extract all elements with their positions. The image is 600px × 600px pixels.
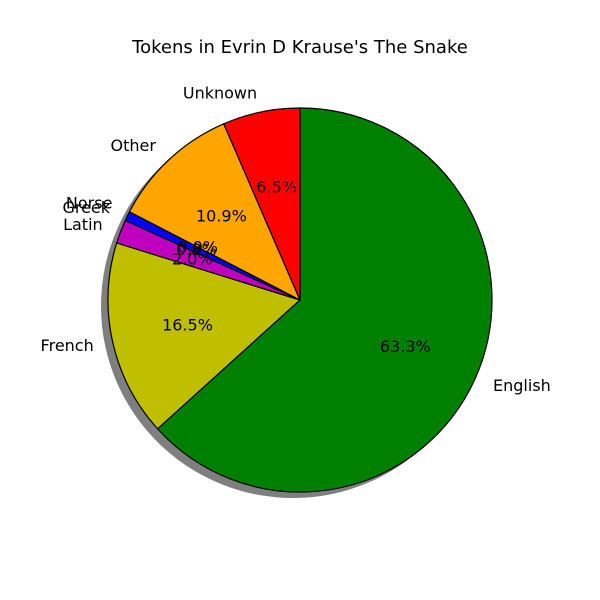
slice-pct-unknown: 6.5% <box>256 178 297 197</box>
slice-pct-latin: 2.0% <box>172 249 213 268</box>
slice-label-norse: Norse <box>66 193 113 212</box>
slice-label-english: English <box>493 376 551 395</box>
slice-english <box>156 107 493 493</box>
slice-unknown <box>223 107 301 301</box>
slice-french <box>107 242 301 430</box>
slice-pct-french: 16.5% <box>162 315 213 334</box>
slice-pct-english: 63.3% <box>380 337 431 356</box>
chart-title: Tokens in Evrin D Krause's The Snake <box>131 37 468 58</box>
slice-label-french: French <box>41 336 94 355</box>
slice-pct-norse: 0.0% <box>177 238 218 257</box>
slice-label-unknown: Unknown <box>183 84 257 103</box>
pie-slices <box>107 107 493 493</box>
slice-label-other: Other <box>110 136 156 155</box>
slice-other <box>128 123 301 301</box>
slice-pct-greek: 0.8% <box>176 240 217 259</box>
slice-label-greek: Greek <box>62 198 110 217</box>
pie-labels: English 63.3% French 16.5% Latin 2.0% Greek 0.8… <box>41 84 551 396</box>
slice-pct-other: 10.9% <box>196 206 247 225</box>
slice-label-latin: Latin <box>63 215 103 234</box>
